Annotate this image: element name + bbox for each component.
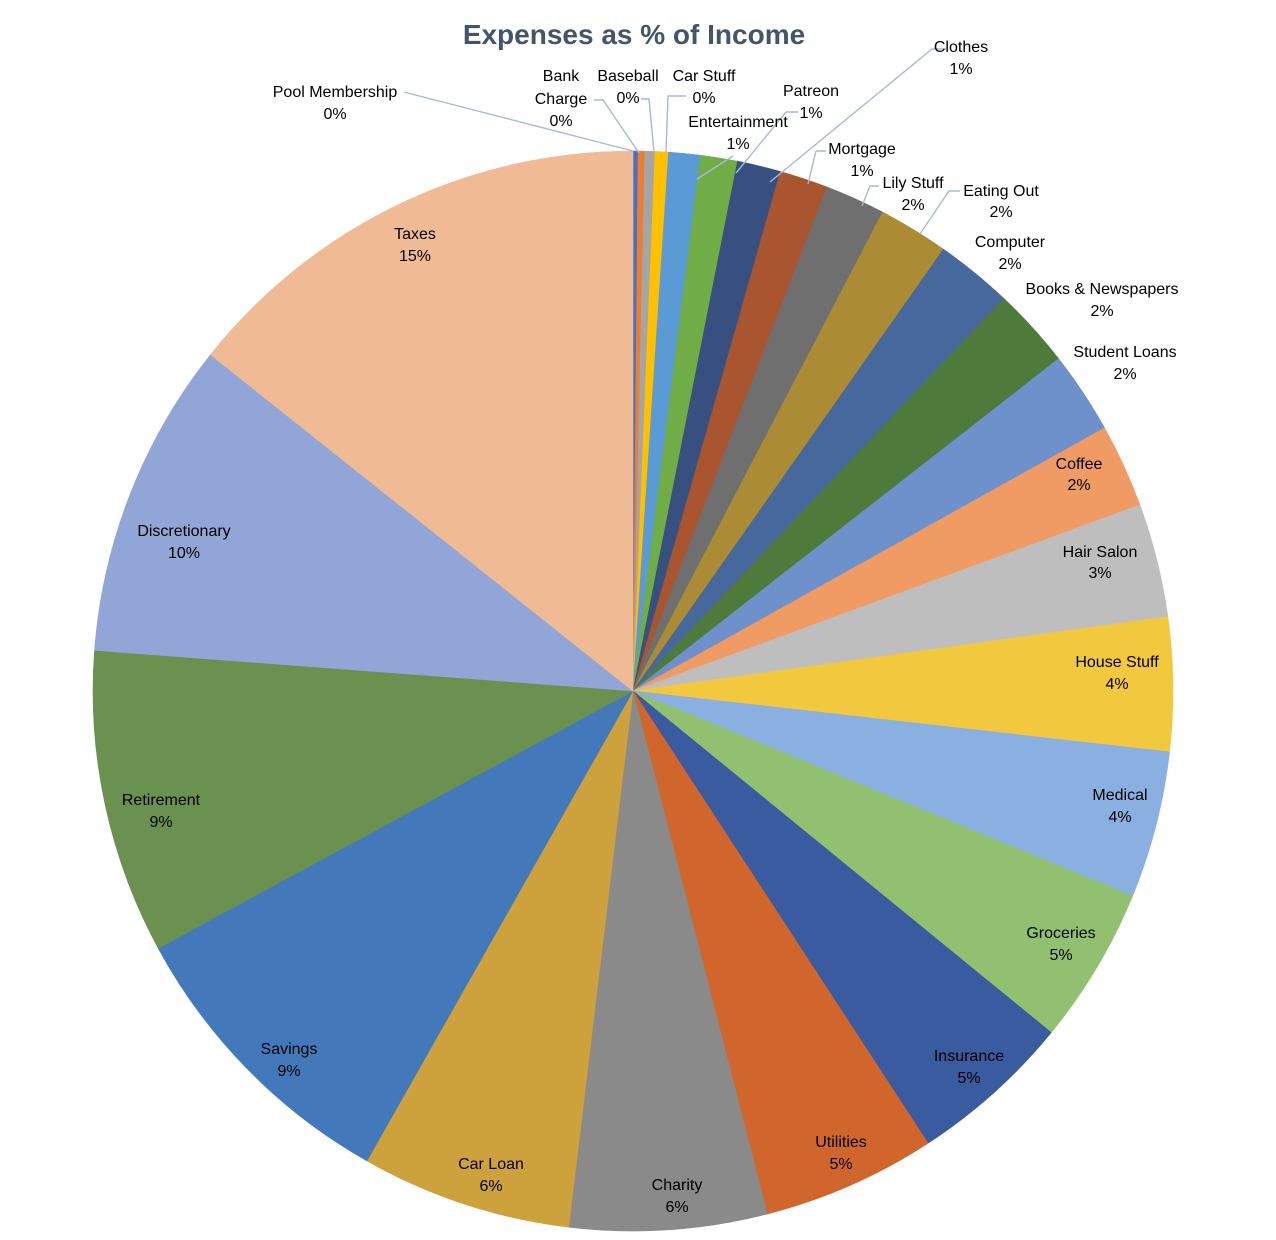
slice-label-car-loan: Car Loan 6% — [458, 1156, 524, 1195]
slice-label-retirement: Retirement 9% — [122, 792, 201, 831]
slice-label-coffee: Coffee 2% — [1056, 456, 1103, 494]
slice-label-savings: Savings 9% — [261, 1041, 318, 1080]
slice-labels-group: Pool Membership 0% Bank Charge 0%Baseball 0% C… — [122, 39, 1179, 1216]
slice-label-clothes: Clothes 1% — [934, 39, 988, 78]
slice-label-entertainment: Entertainment 1% — [688, 114, 788, 153]
pie-slice-groceries — [632, 690, 1133, 1034]
slice-label-books-newspapers: Books & Newspapers 2% — [1026, 281, 1179, 320]
slice-label-patreon: Patreon 1% — [783, 83, 839, 122]
pie-slice-charity — [568, 690, 768, 1232]
leader-line-mortgage — [807, 150, 826, 185]
slice-label-discretionary: Discretionary 10% — [137, 523, 230, 562]
slice-label-charity: Charity 6% — [652, 1177, 703, 1216]
slice-label-eating-out: Eating Out 2% — [963, 183, 1039, 221]
pie-slices-group — [92, 150, 1174, 1232]
slice-label-baseball: Baseball 0% — [597, 68, 658, 107]
slice-label-bank-charge: Bank Charge 0% — [535, 68, 588, 130]
pie-slice-retirement — [92, 649, 635, 949]
leader-line-baseball — [641, 98, 655, 153]
slice-label-taxes: Taxes 15% — [394, 226, 436, 265]
leader-line-lily-stuff — [861, 185, 879, 207]
leader-line-entertainment — [696, 155, 734, 180]
slice-label-house-stuff: House Stuff 4% — [1075, 654, 1159, 693]
slice-label-insurance: Insurance 5% — [934, 1048, 1004, 1087]
pie-slice-utilities — [632, 690, 929, 1215]
pie-slice-insurance — [632, 690, 1052, 1144]
pie-slice-car-loan — [366, 690, 634, 1228]
slice-label-mortgage: Mortgage 1% — [828, 141, 896, 180]
pie-slice-discretionary — [94, 354, 634, 692]
pie-slice-taxes — [210, 150, 634, 692]
leader-lines-group — [403, 48, 960, 235]
slice-label-medical: Medical 4% — [1092, 787, 1147, 826]
chart-title: Expenses as % of Income — [463, 19, 805, 50]
slice-label-utilities: Utilities 5% — [815, 1134, 867, 1173]
leader-line-patreon — [735, 111, 798, 174]
slice-label-student-loans: Student Loans 2% — [1073, 344, 1176, 383]
leader-line-clothes — [769, 48, 946, 183]
slice-label-lily-stuff: Lily Stuff 2% — [882, 175, 944, 214]
leader-line-pool-membership — [403, 91, 634, 152]
leader-line-eating-out — [919, 190, 960, 235]
slice-label-computer: Computer 2% — [975, 234, 1046, 273]
leader-line-car-stuff — [665, 95, 686, 153]
slice-label-groceries: Groceries 5% — [1026, 925, 1095, 964]
slice-label-hair-salon: Hair Salon 3% — [1063, 544, 1138, 582]
leader-line-bank-charge — [594, 99, 640, 154]
pie-slice-savings — [157, 690, 634, 1162]
slice-label-car-stuff: Car Stuff 0% — [673, 68, 736, 107]
slice-label-pool-membership: Pool Membership 0% — [273, 84, 398, 123]
